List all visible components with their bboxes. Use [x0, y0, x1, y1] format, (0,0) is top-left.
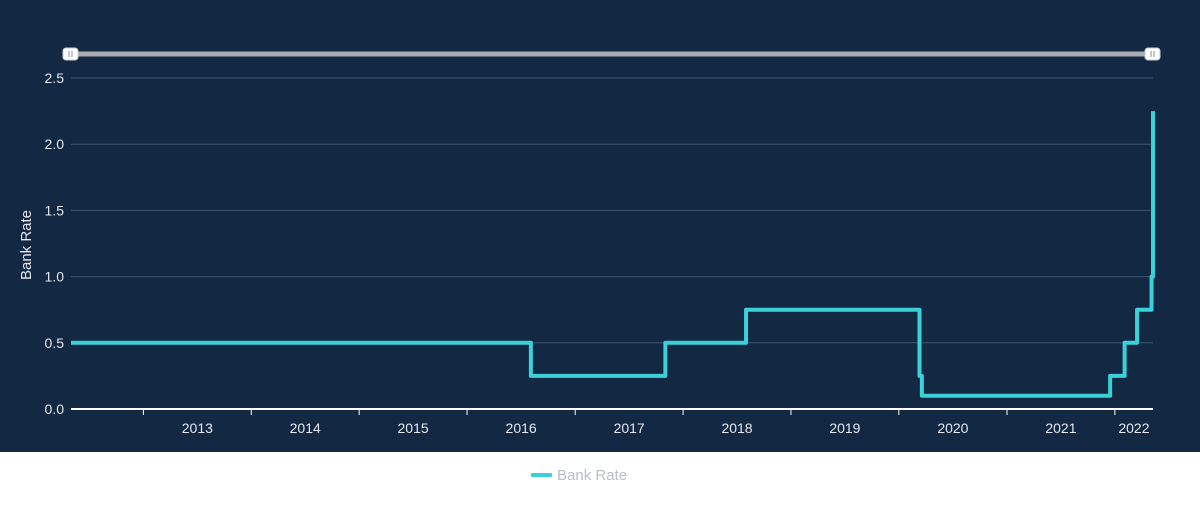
x-tick-label: 2020	[937, 420, 968, 436]
y-tick-label: 2.5	[45, 70, 65, 86]
x-tick-label: 2013	[182, 420, 213, 436]
plot-background	[0, 0, 1200, 452]
x-tick-label: 2022	[1118, 420, 1149, 436]
x-tick-label: 2016	[506, 420, 537, 436]
legend-label-bank-rate[interactable]: Bank Rate	[557, 467, 627, 484]
legend-swatch-bank-rate[interactable]	[531, 473, 552, 477]
y-tick-label: 1.5	[45, 202, 65, 218]
navigator-right-handle[interactable]	[1144, 47, 1161, 61]
y-tick-label: 0.5	[45, 335, 65, 351]
x-tick-label: 2014	[290, 420, 321, 436]
legend[interactable]: Bank Rate	[531, 467, 627, 484]
series-line-bank-rate[interactable]	[71, 111, 1155, 398]
x-axis: 2013 2014 2015 2016 2017 2018 2019 2020 2021 2022	[71, 408, 1153, 436]
y-axis-tick-labels: 0.0 0.5 1.0 1.5 2.0 2.5	[45, 70, 65, 417]
range-navigator[interactable]	[62, 47, 1161, 61]
y-axis-title: Bank Rate	[18, 210, 35, 280]
x-tick-label: 2019	[829, 420, 860, 436]
y-tick-label: 0.0	[45, 401, 65, 417]
x-tick-label: 2021	[1045, 420, 1076, 436]
x-tick-label: 2015	[398, 420, 429, 436]
x-tick-label: 2017	[614, 420, 645, 436]
gridlines	[71, 77, 1153, 344]
x-tick-label: 2018	[721, 420, 752, 436]
y-tick-label: 2.0	[45, 136, 65, 152]
y-tick-label: 1.0	[45, 269, 65, 285]
navigator-left-handle[interactable]	[62, 47, 79, 61]
